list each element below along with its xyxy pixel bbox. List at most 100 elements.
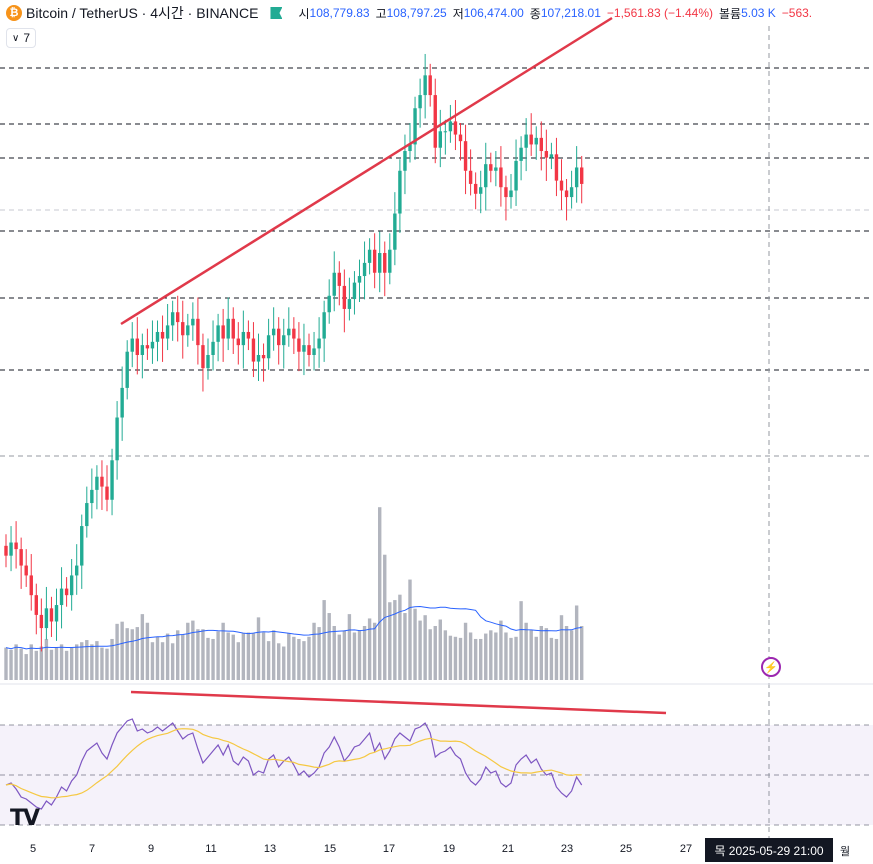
candle[interactable] bbox=[135, 317, 139, 375]
candle[interactable] bbox=[155, 320, 160, 362]
candle[interactable] bbox=[24, 549, 28, 587]
candle[interactable] bbox=[473, 172, 478, 210]
candle[interactable] bbox=[539, 121, 543, 171]
candle[interactable] bbox=[418, 78, 422, 128]
candle[interactable] bbox=[110, 448, 114, 516]
candle[interactable] bbox=[282, 318, 286, 369]
price-trendline[interactable] bbox=[120, 16, 613, 326]
candle[interactable] bbox=[479, 170, 483, 214]
candle[interactable] bbox=[403, 134, 407, 195]
candle[interactable] bbox=[105, 465, 109, 512]
candle[interactable] bbox=[256, 333, 261, 381]
candle[interactable] bbox=[322, 300, 326, 362]
candle[interactable] bbox=[231, 307, 235, 355]
candle[interactable] bbox=[266, 318, 271, 370]
candle[interactable] bbox=[145, 328, 150, 360]
candle[interactable] bbox=[529, 113, 533, 156]
candle[interactable] bbox=[443, 119, 448, 155]
candle[interactable] bbox=[352, 271, 357, 315]
candle[interactable] bbox=[468, 149, 473, 196]
candle[interactable] bbox=[342, 269, 347, 333]
candle[interactable] bbox=[302, 323, 306, 376]
candle[interactable] bbox=[186, 313, 190, 347]
candle[interactable] bbox=[388, 233, 392, 285]
candle[interactable] bbox=[271, 307, 276, 351]
candle[interactable] bbox=[14, 521, 18, 569]
candle[interactable] bbox=[337, 261, 341, 306]
candle[interactable] bbox=[211, 320, 215, 371]
candle[interactable] bbox=[9, 526, 13, 572]
candle[interactable] bbox=[90, 468, 94, 519]
candle[interactable] bbox=[181, 300, 185, 359]
symbol-title[interactable]: Bitcoin / TetherUS · 4시간 · BINANCE bbox=[26, 5, 259, 21]
candle[interactable] bbox=[438, 109, 442, 168]
candle[interactable] bbox=[559, 159, 564, 210]
candle[interactable] bbox=[367, 238, 372, 275]
candle[interactable] bbox=[85, 486, 89, 538]
candle[interactable] bbox=[549, 142, 554, 170]
candle[interactable] bbox=[4, 534, 8, 568]
candle[interactable] bbox=[54, 588, 59, 641]
candle[interactable] bbox=[378, 231, 382, 293]
candle[interactable] bbox=[196, 297, 200, 365]
tradingview-logo[interactable]: TV bbox=[10, 806, 40, 831]
candle[interactable] bbox=[398, 159, 402, 233]
candle[interactable] bbox=[297, 322, 301, 372]
candle[interactable] bbox=[574, 146, 579, 203]
candle[interactable] bbox=[206, 338, 210, 380]
candle[interactable] bbox=[372, 233, 377, 289]
candle[interactable] bbox=[569, 170, 574, 209]
candle[interactable] bbox=[140, 333, 145, 379]
candle[interactable] bbox=[150, 320, 155, 364]
candle[interactable] bbox=[317, 317, 321, 368]
candle[interactable] bbox=[453, 100, 458, 151]
candle[interactable] bbox=[519, 136, 523, 181]
candle[interactable] bbox=[191, 302, 195, 341]
candle[interactable] bbox=[115, 401, 119, 480]
candle[interactable] bbox=[327, 279, 331, 324]
candle[interactable] bbox=[69, 558, 74, 611]
candle[interactable] bbox=[120, 366, 124, 441]
candle[interactable] bbox=[29, 554, 33, 611]
candle[interactable] bbox=[484, 142, 488, 211]
candle[interactable] bbox=[489, 152, 493, 183]
candle[interactable] bbox=[226, 297, 230, 351]
candle[interactable] bbox=[170, 300, 175, 341]
flag-icon[interactable] bbox=[270, 7, 283, 19]
candle[interactable] bbox=[463, 124, 468, 195]
candle[interactable] bbox=[554, 137, 559, 197]
candle[interactable] bbox=[100, 460, 104, 510]
candle[interactable] bbox=[428, 63, 432, 107]
candle[interactable] bbox=[393, 192, 397, 266]
candle[interactable] bbox=[362, 241, 367, 300]
candle[interactable] bbox=[261, 343, 266, 382]
candle[interactable] bbox=[95, 465, 99, 510]
candle[interactable] bbox=[544, 129, 549, 181]
candle[interactable] bbox=[413, 96, 417, 160]
candle[interactable] bbox=[580, 155, 584, 204]
candle[interactable] bbox=[19, 537, 23, 589]
indicator-toggle-button[interactable]: ∨ 7 bbox=[6, 28, 37, 48]
candle[interactable] bbox=[307, 333, 311, 367]
candle[interactable] bbox=[332, 251, 336, 312]
candle[interactable] bbox=[347, 277, 352, 321]
candle[interactable] bbox=[499, 146, 503, 207]
candle[interactable] bbox=[448, 104, 453, 143]
candle[interactable] bbox=[241, 310, 246, 369]
candle[interactable] bbox=[221, 308, 225, 362]
candle[interactable] bbox=[165, 304, 170, 351]
candle[interactable] bbox=[59, 567, 64, 629]
candle[interactable] bbox=[201, 333, 205, 392]
candle[interactable] bbox=[504, 175, 508, 221]
candle[interactable] bbox=[423, 53, 427, 119]
candle[interactable] bbox=[514, 139, 518, 206]
candle[interactable] bbox=[44, 586, 49, 640]
candle[interactable] bbox=[125, 340, 129, 400]
candle[interactable] bbox=[433, 78, 437, 164]
rsi-trendline[interactable] bbox=[130, 690, 667, 715]
candle[interactable] bbox=[287, 307, 291, 347]
candle[interactable] bbox=[494, 151, 498, 187]
candle[interactable] bbox=[312, 331, 316, 371]
candle[interactable] bbox=[534, 126, 538, 160]
